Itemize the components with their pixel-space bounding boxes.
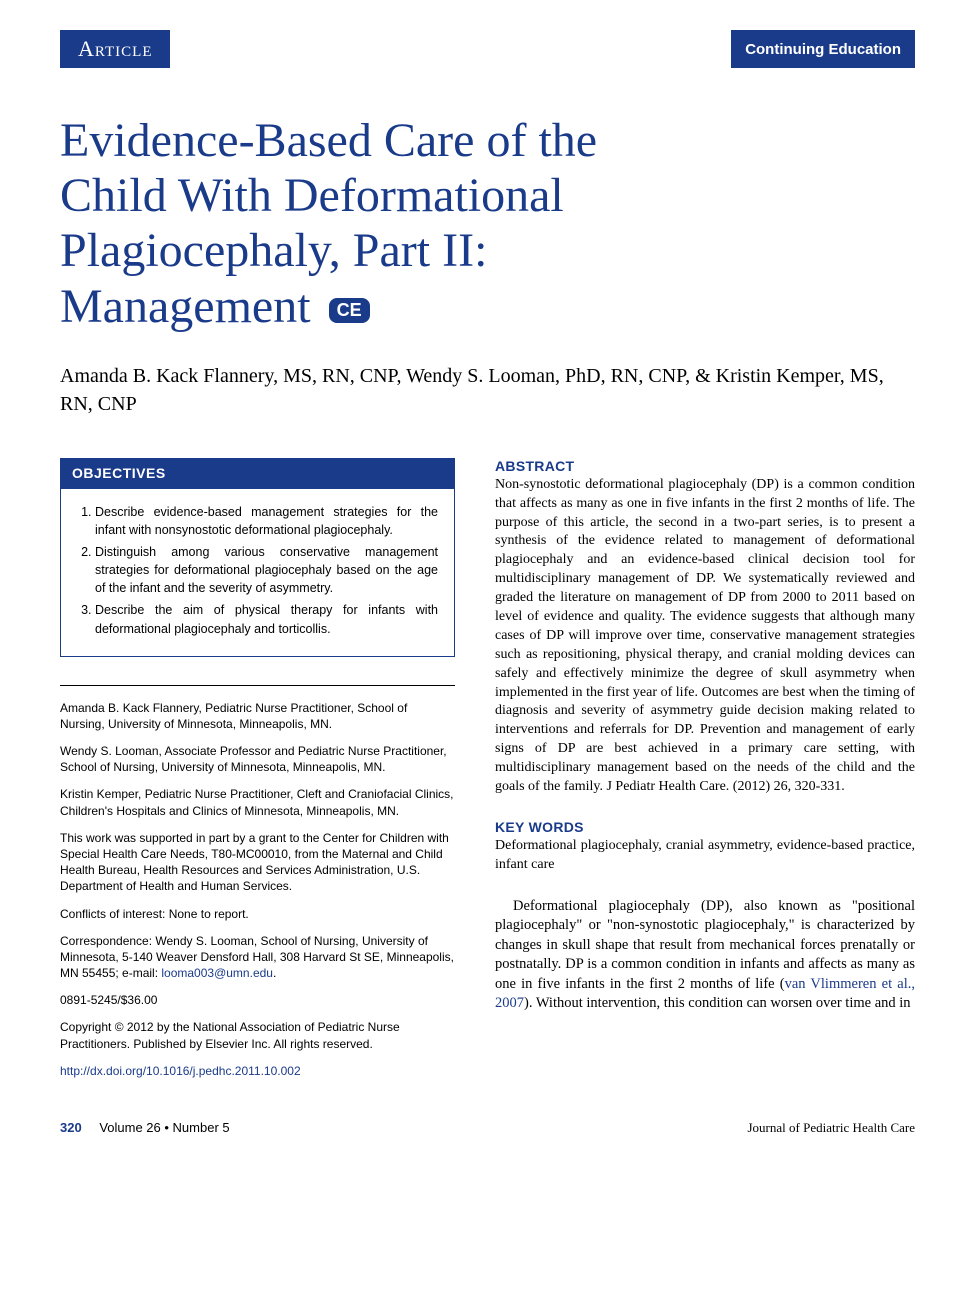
body-paragraph: Deformational plagiocephaly (DP), also k… xyxy=(495,897,915,1014)
abstract-text: Non-synostotic deformational plagiocepha… xyxy=(495,476,915,797)
correspondence-suffix: . xyxy=(273,966,276,980)
left-column: OBJECTIVES Describe evidence-based manag… xyxy=(60,458,455,1090)
title-line-4: Management xyxy=(60,280,311,333)
keywords-heading: KEY WORDS xyxy=(495,819,915,835)
article-title: Evidence-Based Care of the Child With De… xyxy=(60,113,915,334)
continuing-education-label: Continuing Education xyxy=(731,30,915,68)
title-line-1: Evidence-Based Care of the xyxy=(60,114,597,167)
correspondence-email-link[interactable]: looma003@umn.edu xyxy=(161,966,273,980)
objective-item: Describe evidence-based management strat… xyxy=(95,503,438,539)
objectives-box: Describe evidence-based management strat… xyxy=(60,488,455,657)
authors: Amanda B. Kack Flannery, MS, RN, CNP, We… xyxy=(60,362,915,418)
affiliation: Kristin Kemper, Pediatric Nurse Practiti… xyxy=(60,786,455,818)
issn-price: 0891-5245/$36.00 xyxy=(60,992,455,1008)
affiliation: Wendy S. Looman, Associate Professor and… xyxy=(60,743,455,775)
divider xyxy=(60,685,455,686)
correspondence: Correspondence: Wendy S. Looman, School … xyxy=(60,933,455,982)
page-footer: 320 Volume 26 • Number 5 Journal of Pedi… xyxy=(60,1120,915,1136)
objectives-heading: OBJECTIVES xyxy=(60,458,455,488)
journal-name: Journal of Pediatric Health Care xyxy=(748,1120,916,1136)
objective-item: Distinguish among various conservative m… xyxy=(95,543,438,597)
doi-link[interactable]: http://dx.doi.org/10.1016/j.pedhc.2011.1… xyxy=(60,1064,301,1078)
affiliations-block: Amanda B. Kack Flannery, Pediatric Nurse… xyxy=(60,700,455,1079)
conflicts-note: Conflicts of interest: None to report. xyxy=(60,906,455,922)
page-number: 320 xyxy=(60,1120,82,1135)
right-column: ABSTRACT Non-synostotic deformational pl… xyxy=(495,458,915,1090)
body-text-b: ). Without intervention, this condition … xyxy=(524,995,911,1011)
ce-badge: CE xyxy=(329,298,370,323)
keywords-text: Deformational plagiocephaly, cranial asy… xyxy=(495,837,915,875)
affiliation: Amanda B. Kack Flannery, Pediatric Nurse… xyxy=(60,700,455,732)
abstract-heading: ABSTRACT xyxy=(495,458,915,474)
objective-item: Describe the aim of physical therapy for… xyxy=(95,601,438,637)
footer-left: 320 Volume 26 • Number 5 xyxy=(60,1120,230,1136)
title-line-2: Child With Deformational xyxy=(60,169,564,222)
volume-issue: Volume 26 • Number 5 xyxy=(99,1120,229,1135)
funding-note: This work was supported in part by a gra… xyxy=(60,830,455,895)
copyright-notice: Copyright © 2012 by the National Associa… xyxy=(60,1019,455,1051)
title-line-3: Plagiocephaly, Part II: xyxy=(60,224,487,277)
header-bar: Article Continuing Education xyxy=(60,30,915,68)
article-type-label: Article xyxy=(60,30,170,68)
two-column-layout: OBJECTIVES Describe evidence-based manag… xyxy=(60,458,915,1090)
